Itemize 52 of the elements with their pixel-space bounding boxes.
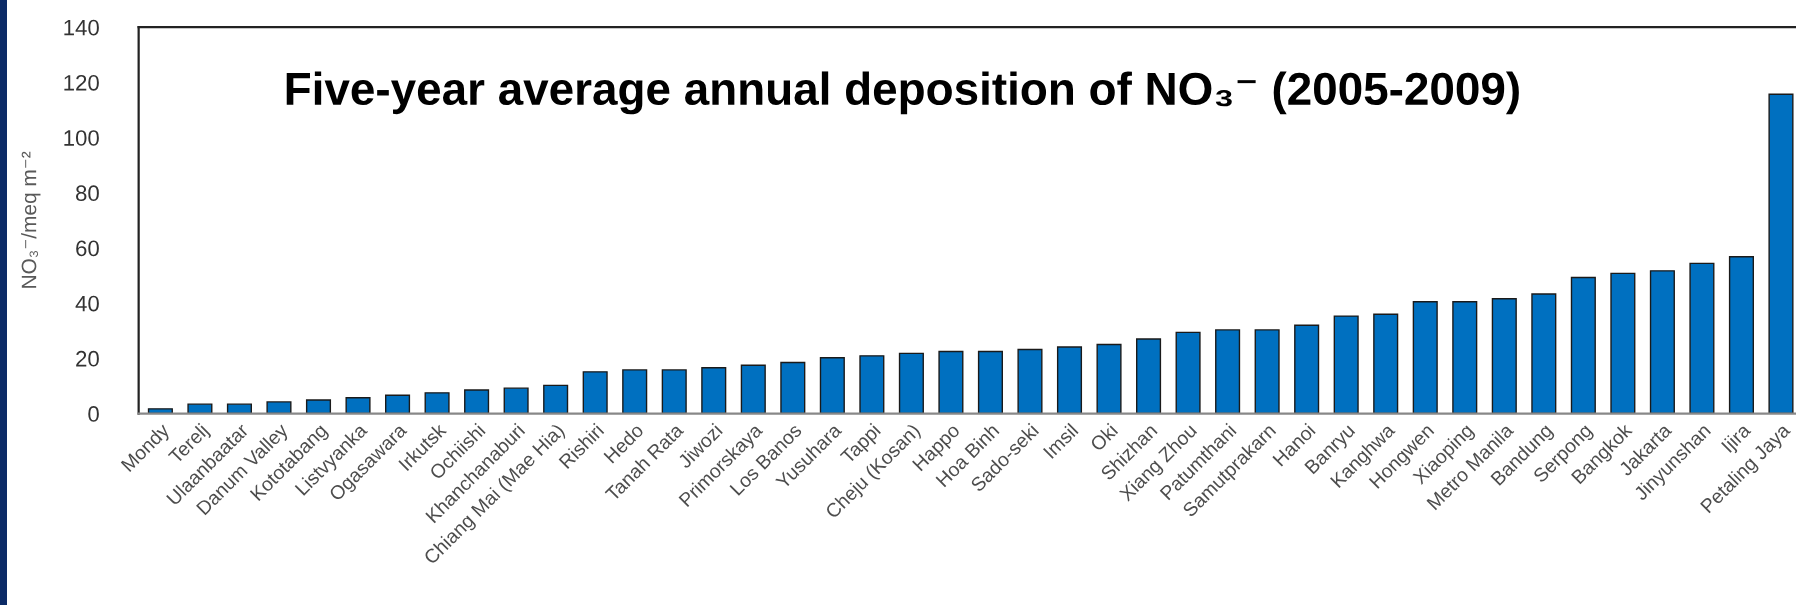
y-tick-label: 0 bbox=[88, 406, 99, 422]
bar bbox=[859, 355, 885, 414]
y-tick-label: 40 bbox=[75, 295, 99, 312]
bar bbox=[1373, 313, 1399, 414]
bar bbox=[740, 364, 766, 414]
bar bbox=[1175, 331, 1201, 414]
y-tick-label: 80 bbox=[76, 185, 99, 202]
bar bbox=[701, 367, 727, 414]
bar bbox=[1531, 293, 1557, 414]
bar bbox=[1215, 329, 1241, 414]
y-axis-title: NO₃⁻/meq m⁻² bbox=[21, 151, 41, 288]
bar bbox=[622, 369, 648, 414]
x-tick-label: Ijira bbox=[1720, 421, 1755, 456]
bar bbox=[266, 401, 292, 414]
bar bbox=[938, 350, 964, 414]
bar bbox=[1689, 262, 1715, 414]
bar bbox=[305, 399, 332, 414]
bar bbox=[345, 397, 371, 414]
bar bbox=[780, 361, 806, 414]
y-tick-label: 140 bbox=[64, 19, 99, 36]
bar bbox=[1570, 276, 1596, 414]
bar bbox=[1333, 315, 1359, 414]
bar bbox=[187, 403, 213, 414]
bar bbox=[1017, 348, 1043, 414]
bar bbox=[424, 392, 450, 414]
bar bbox=[1056, 346, 1083, 414]
bar bbox=[1452, 301, 1478, 414]
text: Five-year average annual deposition of NO₃⁻ (2005-2009) bbox=[286, 71, 1519, 115]
bar bbox=[464, 389, 490, 414]
bar bbox=[1649, 270, 1675, 414]
y-tick-label: 120 bbox=[64, 74, 99, 91]
bar bbox=[1491, 298, 1517, 414]
bar bbox=[1136, 338, 1162, 414]
bar bbox=[543, 384, 569, 414]
bar bbox=[977, 350, 1004, 414]
bar bbox=[226, 403, 252, 414]
bar bbox=[1768, 93, 1794, 414]
bar bbox=[1096, 343, 1122, 414]
bar bbox=[1254, 329, 1280, 414]
bar bbox=[1294, 324, 1320, 414]
bar bbox=[384, 394, 411, 414]
y-tick-label: 100 bbox=[64, 130, 99, 146]
bar bbox=[582, 371, 608, 414]
bar bbox=[898, 352, 924, 414]
bar bbox=[1610, 272, 1636, 414]
y-tick-label: 20 bbox=[76, 350, 99, 367]
bar bbox=[503, 387, 529, 414]
bar bbox=[1412, 301, 1438, 414]
y-tick-label: 60 bbox=[76, 240, 99, 257]
bar bbox=[819, 357, 845, 414]
bar bbox=[661, 369, 687, 414]
bar bbox=[1728, 256, 1755, 414]
